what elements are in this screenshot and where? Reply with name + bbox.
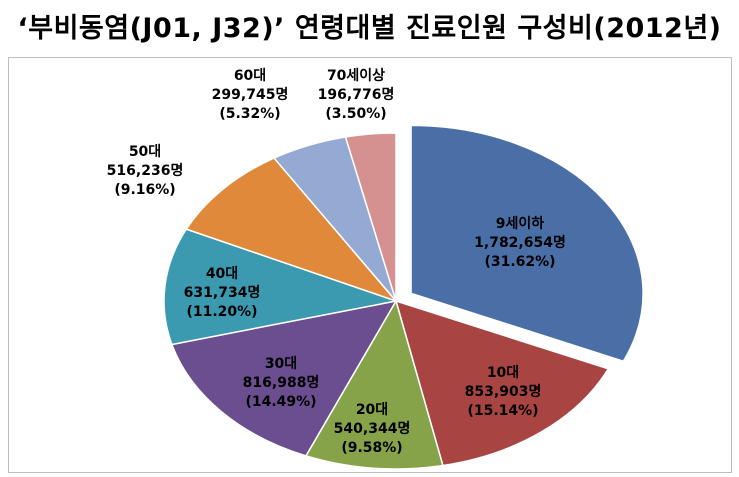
pie-slice-1 (410, 124, 644, 363)
slice-value-1: 1,782,654명 (474, 234, 566, 251)
slice-value-8: 196,776명 (318, 86, 395, 103)
slice-percent-5: (11.20%) (186, 304, 257, 320)
slice-value-6: 516,236명 (107, 162, 184, 179)
slice-percent-2: (15.14%) (467, 403, 538, 419)
slice-label-7: 60대 (234, 68, 266, 84)
pie-slice-6 (185, 157, 399, 303)
slice-percent-1: (31.62%) (484, 254, 555, 270)
slice-label-4: 30대 (265, 356, 297, 372)
pie-slice-3 (304, 299, 444, 470)
slice-label-3: 20대 (356, 402, 388, 418)
slice-value-2: 853,903명 (465, 383, 542, 400)
slice-value-7: 299,745명 (212, 86, 289, 103)
slice-value-3: 540,344명 (334, 420, 411, 437)
slice-label-1: 9세이하 (496, 215, 545, 232)
slice-label-2: 10대 (487, 365, 519, 381)
slice-label-8: 70세이상 (327, 67, 385, 84)
pie-slice-4 (170, 299, 398, 457)
pie-slice-2 (394, 299, 610, 467)
chart-title: ‘부비동염(J01, J32)’ 연령대별 진료인원 구성비(2012년) (17, 13, 722, 44)
slice-percent-7: (5.32%) (219, 106, 280, 122)
slice-value-5: 631,734명 (184, 284, 261, 301)
slice-percent-6: (9.16%) (114, 182, 175, 198)
slice-label-6: 50대 (129, 144, 161, 160)
pie-slice-5 (163, 228, 399, 346)
slice-value-4: 816,988명 (243, 374, 320, 391)
slice-percent-8: (3.50%) (325, 106, 386, 122)
slice-percent-3: (9.58%) (341, 440, 402, 456)
slice-label-5: 40대 (206, 266, 238, 282)
pie-slice-8 (344, 132, 397, 302)
slice-percent-4: (14.49%) (245, 394, 316, 410)
